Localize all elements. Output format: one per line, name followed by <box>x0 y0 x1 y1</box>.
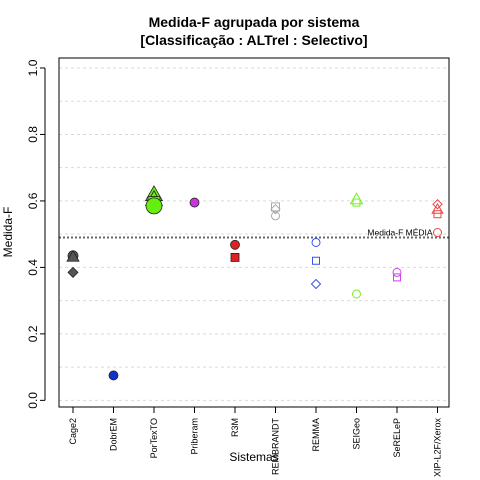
x-axis: Cage2 DobrEM PorTexTO Priberam R3M REMBRANDT R… <box>68 406 443 478</box>
data-point-circle <box>271 211 280 221</box>
x-tick-label: PorTexTO <box>149 418 159 458</box>
y-axis: 0.0 0.2 0.4 0.6 0.8 1.0 <box>26 59 46 409</box>
x-tick-label: XIP-L2F/Xerox <box>433 418 443 478</box>
data-point-circle <box>189 197 200 208</box>
data-point-circle <box>392 267 402 277</box>
data-point-triangle <box>349 192 364 205</box>
x-tick-label: REMBRANDT <box>271 418 281 476</box>
data-point-square <box>352 198 361 207</box>
y-tick-label: 0.8 <box>26 126 40 143</box>
x-tick-label: R3M <box>230 418 240 437</box>
data-point-circle <box>352 289 361 299</box>
x-tick-label: Priberam <box>190 418 200 455</box>
data-point-diamond <box>432 199 443 210</box>
mean-reference-label: Medida-F MÉDIA <box>367 227 433 237</box>
data-point-square <box>393 273 401 282</box>
y-tick-label: 0.2 <box>26 325 40 342</box>
data-points <box>66 185 444 381</box>
data-point-diamond <box>67 266 79 278</box>
y-tick-label: 1.0 <box>26 59 40 76</box>
x-tick-label: Cage2 <box>68 418 78 445</box>
data-point-square <box>433 210 442 219</box>
grid-lines <box>59 67 449 401</box>
x-tick-label: REMMA <box>311 418 321 452</box>
y-tick-label: 0.6 <box>26 192 40 209</box>
y-axis-label: Medida-F <box>1 207 15 258</box>
data-point-circle <box>108 370 119 381</box>
data-point-triangle <box>66 249 80 262</box>
data-point-square <box>271 202 280 212</box>
x-axis-label: Sistemas <box>229 450 278 464</box>
y-tick-label: 0.0 <box>26 392 40 409</box>
chart-title: Medida-F agrupada por sistema <box>149 14 360 30</box>
data-point-circle <box>145 197 163 215</box>
data-point-circle <box>230 239 240 250</box>
y-tick-label: 0.4 <box>26 259 40 276</box>
data-point-triangle <box>431 202 444 214</box>
x-tick-label: DobrEM <box>109 418 119 451</box>
data-point-square <box>230 253 240 262</box>
x-tick-label: SeRELeP <box>392 418 402 458</box>
reference-line-group: Medida-F MÉDIA <box>59 227 449 239</box>
data-point-circle <box>311 237 321 247</box>
chart-subtitle: [Classificação : ALTrel : Selectivo] <box>140 32 367 48</box>
data-point-diamond <box>310 278 322 290</box>
x-tick-label: SEIGeo <box>352 418 362 450</box>
data-point-square <box>312 256 320 265</box>
data-point-circle <box>433 228 442 237</box>
data-point-diamond <box>270 204 281 215</box>
